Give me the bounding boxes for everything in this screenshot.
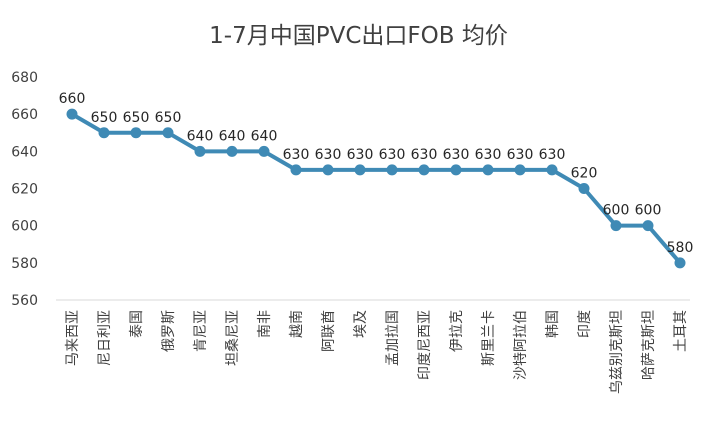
series-line [70,112,682,265]
x-category-label: 印度 [577,310,593,338]
data-label: 650 [123,110,150,126]
data-point [258,145,270,157]
data-label: 640 [219,128,246,144]
x-category-label: 土耳其 [673,310,689,352]
y-tick-label: 680 [11,70,38,86]
data-label: 630 [379,147,406,163]
x-category-label: 沙特阿拉伯 [513,310,529,380]
data-label: 620 [571,166,598,182]
data-label: 630 [283,147,310,163]
data-point [578,183,590,194]
data-point [386,164,398,176]
x-category-label: 马来西亚 [65,310,81,366]
data-point [514,164,526,176]
data-point [450,164,462,176]
data-point [322,164,334,176]
x-category-label: 俄罗斯 [161,310,177,352]
data-point [226,145,238,157]
y-tick-label: 580 [11,256,38,272]
y-tick-label: 660 [11,107,38,123]
data-label: 660 [59,91,86,107]
x-category-label: 坦桑尼亚 [225,310,241,366]
data-point [98,127,110,139]
data-label: 630 [443,147,470,163]
data-point [546,164,558,176]
data-label: 640 [251,128,278,144]
data-label: 630 [411,147,438,163]
data-label: 600 [635,203,662,219]
x-category-label: 泰国 [129,310,145,338]
data-point [194,145,206,157]
data-point [354,164,366,176]
x-category-label: 孟加拉国 [385,310,401,366]
data-label: 630 [507,147,534,163]
y-tick-label: 600 [11,219,38,235]
data-point [610,220,622,232]
x-category-label: 印度尼西亚 [417,310,433,380]
y-tick-label: 560 [11,293,38,309]
data-label: 600 [603,203,630,219]
data-label: 650 [91,110,118,126]
y-tick-label: 620 [11,182,38,198]
data-label: 630 [347,147,374,163]
x-category-label: 阿联酋 [320,310,337,352]
x-category-label: 尼日利亚 [97,310,113,366]
x-category-label: 肯尼亚 [193,310,209,352]
data-label: 630 [315,147,342,163]
data-point [418,164,430,176]
x-category-label: 埃及 [353,310,369,338]
data-label: 630 [475,147,502,163]
data-point [66,108,78,120]
data-point [162,127,174,139]
x-category-label: 乌兹别克斯坦 [609,310,625,394]
x-category-label: 斯里兰卡 [481,310,497,366]
x-category-label: 哈萨克斯坦 [641,310,657,380]
chart-title: 1-7月中国PVC出口FOB 均价 [209,23,508,49]
data-point [674,257,686,269]
data-point [130,127,142,139]
x-category-label: 南非 [257,310,273,338]
data-label: 580 [667,240,694,256]
x-category-label: 越南 [289,310,305,338]
data-label: 630 [539,147,566,163]
data-point [290,164,302,176]
x-category-label: 韩国 [545,310,561,338]
data-point [482,164,494,176]
data-label: 640 [187,128,214,144]
data-point [642,220,654,232]
data-label: 650 [155,110,182,126]
x-category-label: 伊拉克 [449,310,465,352]
y-tick-label: 640 [11,144,38,160]
